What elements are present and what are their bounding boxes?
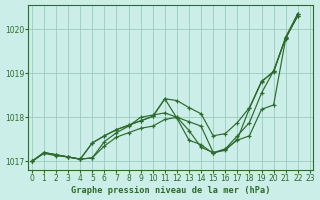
X-axis label: Graphe pression niveau de la mer (hPa): Graphe pression niveau de la mer (hPa) [71, 186, 271, 195]
